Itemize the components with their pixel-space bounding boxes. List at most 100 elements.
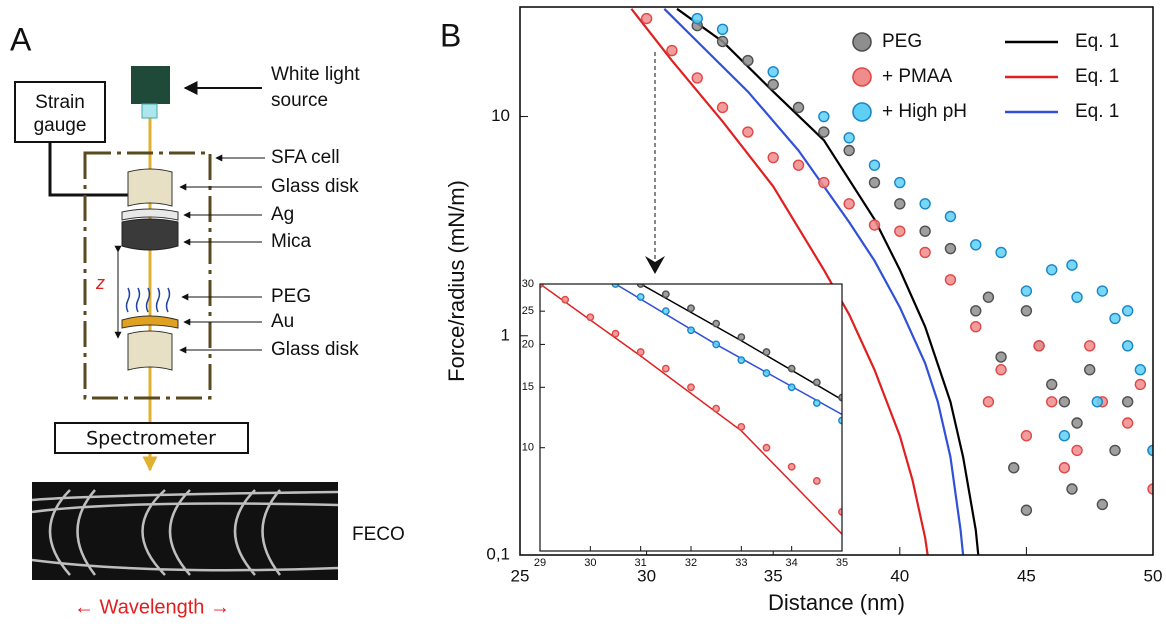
layer-label: Ag	[271, 204, 294, 225]
data-point	[1020, 504, 1033, 516]
data-point	[561, 295, 570, 304]
data-point	[787, 462, 796, 471]
plot-area	[540, 284, 842, 535]
data-point	[640, 12, 653, 25]
data-point	[812, 477, 821, 485]
fit-line	[663, 8, 965, 555]
data-point	[995, 364, 1007, 376]
strain-gauge	[14, 81, 106, 143]
data-point	[792, 159, 805, 171]
light-source	[131, 66, 170, 104]
y-tick-label: 1	[501, 325, 510, 344]
panel-label: B	[440, 17, 461, 53]
data-point	[742, 54, 754, 67]
x-tick-label: 35	[836, 557, 848, 569]
data-point	[1058, 462, 1071, 474]
data-point	[666, 44, 678, 57]
data-point	[1046, 264, 1058, 276]
spectrometer	[54, 422, 249, 454]
data-point	[712, 340, 721, 349]
data-point	[712, 404, 721, 413]
data-point	[812, 399, 821, 407]
layer-label: Glass disk	[271, 339, 359, 360]
data-point	[767, 66, 779, 78]
x-tick-label: 31	[635, 557, 647, 569]
data-point	[868, 176, 881, 189]
legend-label: Eq. 1	[1075, 101, 1119, 122]
layer-label: Mica	[271, 231, 312, 252]
x-tick-label: 30	[637, 566, 656, 585]
silver-layer	[121, 208, 179, 221]
x-tick-label: 45	[1017, 566, 1036, 585]
layer-label: Au	[271, 311, 294, 332]
x-tick-label: 50	[1144, 566, 1163, 585]
legend-marker	[852, 67, 872, 87]
data-point	[868, 159, 881, 171]
data-point	[1008, 462, 1020, 474]
inset-background	[540, 284, 842, 551]
legend-marker	[852, 32, 872, 52]
data-point	[894, 198, 906, 210]
data-point	[1121, 305, 1134, 317]
gap-label: z	[95, 273, 105, 293]
data-point	[687, 383, 695, 392]
data-point	[843, 144, 855, 157]
legend-label: + High pH	[882, 101, 967, 122]
data-point	[1020, 285, 1033, 297]
data-point	[1083, 340, 1096, 352]
data-point	[944, 242, 957, 255]
data-point	[818, 110, 830, 123]
data-point	[995, 351, 1007, 363]
data-point	[737, 356, 746, 365]
y-tick-label: 20	[522, 338, 534, 350]
source-label: source	[271, 90, 328, 111]
image-label: FECO	[352, 524, 405, 545]
plot-area	[630, 7, 1153, 555]
data-point	[636, 284, 645, 288]
data-point	[792, 101, 805, 114]
lens	[141, 103, 158, 119]
legend-label: Eq. 1	[1075, 66, 1119, 87]
data-point	[1147, 483, 1153, 495]
data-point	[1058, 430, 1071, 442]
data-point	[1096, 498, 1109, 511]
data-point	[762, 348, 771, 356]
data-point	[1091, 396, 1103, 408]
data-point	[919, 198, 931, 210]
y-tick-label: 10	[522, 442, 534, 454]
zoom-arrowhead	[645, 256, 665, 274]
data-point	[586, 313, 595, 322]
data-point	[944, 274, 957, 286]
data-point	[1109, 312, 1121, 325]
data-point	[1066, 483, 1078, 495]
data-point	[767, 78, 779, 91]
x-tick-label: 34	[786, 557, 798, 569]
data-point	[1046, 378, 1058, 391]
glass-disk	[127, 330, 173, 371]
data-point	[970, 305, 982, 317]
data-point	[661, 290, 670, 299]
gold-layer	[121, 315, 179, 329]
data-point	[1134, 378, 1147, 391]
data-point	[767, 151, 779, 164]
data-point	[611, 284, 620, 288]
data-point	[1121, 396, 1134, 408]
data-point	[818, 176, 830, 189]
y-tick-label: 25	[522, 305, 534, 317]
data-point	[1109, 444, 1121, 457]
panel-label: A	[10, 21, 32, 57]
x-tick-label: 33	[735, 557, 747, 569]
y-tick-label: 30	[522, 278, 534, 290]
source-label: White light	[271, 64, 360, 85]
legend-marker	[852, 102, 872, 122]
x-axis-label: Distance (nm)	[768, 590, 905, 615]
feco-fringes	[31, 489, 339, 576]
data-point	[1033, 340, 1045, 352]
data-point	[691, 12, 703, 25]
data-point	[818, 126, 830, 138]
x-tick-label: 25	[511, 566, 530, 585]
wavelength-label: ← Wavelength →	[74, 596, 230, 618]
glass-disk	[127, 168, 173, 207]
data-point	[716, 23, 729, 36]
